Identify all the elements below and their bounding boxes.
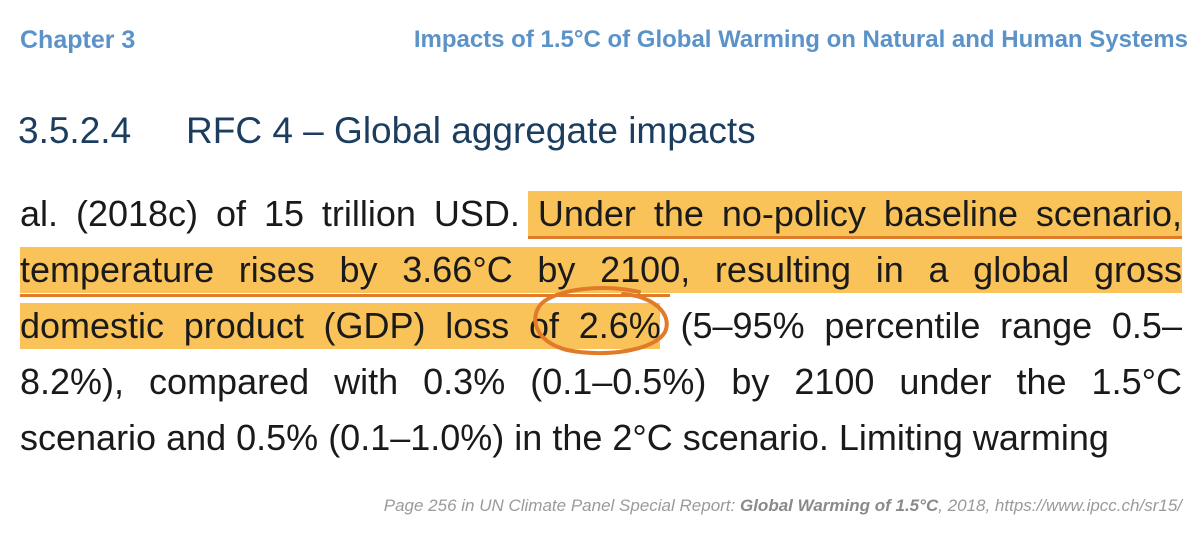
excerpt-line-4: 8.2%), compared with 0.3% (0.1–0.5%) by … [20,361,1182,402]
section-heading: 3.5.2.4 RFC 4 – Global aggregate impacts [18,110,756,160]
excerpt-line-5: scenario and 0.5% (0.1–1.0%) in the 2°C … [20,417,1109,458]
excerpt-plain-text: (5–95% percentile range 0.5– [680,305,1182,346]
source-caption: Page 256 in UN Climate Panel Special Rep… [383,496,1182,515]
excerpt-text: al. (2018c) of 15 trillion USD. Under th… [20,186,1182,466]
excerpt-plain-text: al. (2018c) of 15 trillion USD. [20,193,520,234]
page-header: Chapter 3 Impacts of 1.5°C of Global War… [0,22,1200,62]
excerpt-line-3: domestic product (GDP) loss of 2.6% (5–9… [20,298,1182,354]
excerpt-highlighted-text: temperature rises by 3.66°C by 2100, res… [20,249,1182,290]
circled-value: 2.6% [578,305,661,346]
excerpt-line-2: temperature rises by 3.66°C by 2100, res… [20,242,1182,298]
section-title: RFC 4 – Global aggregate impacts [186,110,756,151]
excerpt-line-1: al. (2018c) of 15 trillion USD. Under th… [20,186,1182,242]
underline-mark [20,294,670,297]
running-title: Impacts of 1.5°C of Global Warming on Na… [413,26,1188,53]
chapter-label: Chapter 3 [20,26,136,54]
highlight-mark [528,191,1182,237]
underline-mark [528,236,1182,239]
report-title: Global Warming of 1.5°C [739,496,939,515]
excerpt-highlighted-text: domestic product (GDP) loss of [20,305,560,346]
excerpt-highlighted-text: Under the no-policy baseline scenario, [537,193,1182,234]
section-number: 3.5.2.4 [18,110,132,151]
highlight-mark [20,247,1182,293]
